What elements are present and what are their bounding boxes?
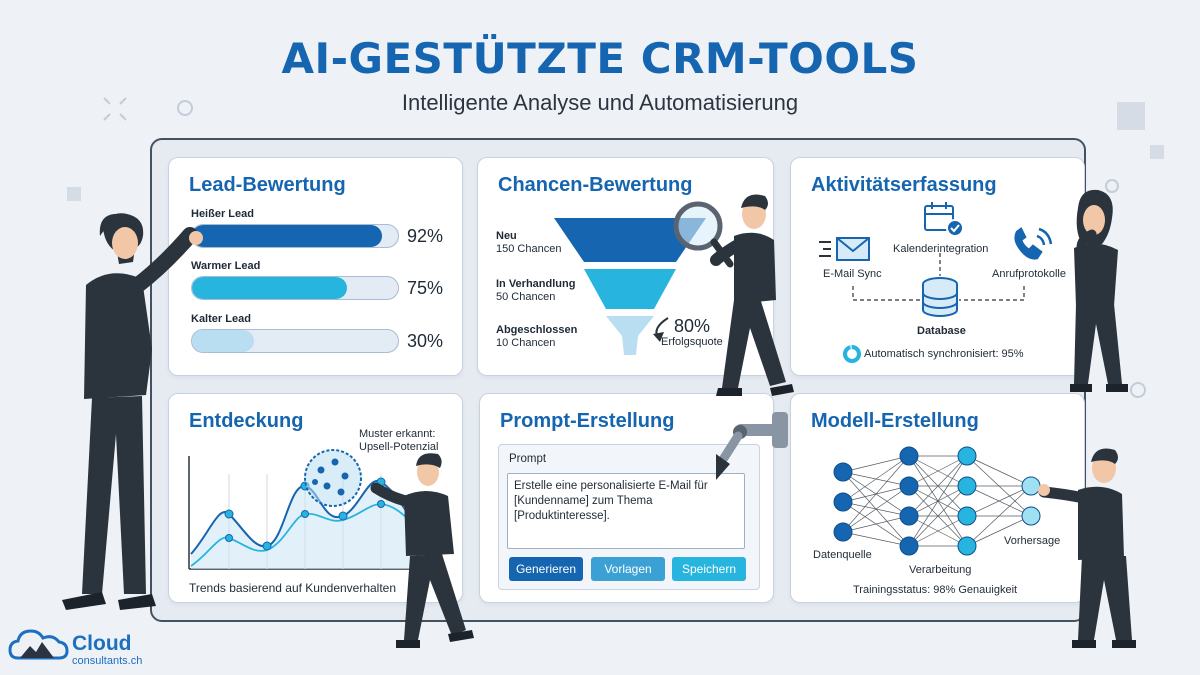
nn-edge (966, 485, 1032, 547)
prompt-input[interactable]: Erstelle eine personalisierte E-Mail für… (507, 473, 745, 549)
nn-edge (842, 455, 910, 473)
prompt-label: Prompt (509, 453, 547, 465)
database-icon (922, 277, 958, 317)
nn-edge (842, 515, 910, 533)
prompt-panel: Prompt Erstelle eine personalisierte E-M… (498, 444, 760, 590)
nn-node (957, 506, 977, 526)
phone-icon (1014, 227, 1053, 260)
stage-verhandlung-name: In Verhandlung (496, 278, 576, 290)
save-button[interactable]: Speichern (672, 557, 746, 581)
training-status: Trainingsstatus: 98% Genauigkeit (853, 584, 1018, 596)
generate-button[interactable]: Generieren (509, 557, 583, 581)
datenquelle-label: Datenquelle (813, 549, 872, 561)
lead-title: Lead-Bewertung (189, 174, 346, 196)
nn-edge (842, 485, 910, 533)
nn-edge (842, 455, 910, 533)
sync-progress-icon (843, 345, 861, 363)
lead-bar-cold-fill (192, 330, 254, 352)
card-lead-bewertung: Lead-Bewertung Heißer Lead 92% Warmer Le… (168, 157, 463, 376)
aktivitaet-title: Aktivitätserfassung (811, 174, 997, 196)
nn-node (957, 536, 977, 556)
nn-node (899, 476, 919, 496)
success-rate: 80% (674, 316, 711, 336)
stage-neu-count: 150 Chancen (496, 243, 562, 255)
entdeckung-title: Entdeckung (189, 410, 304, 432)
stage-neu-name: Neu (496, 230, 517, 242)
nn-edge (908, 455, 968, 547)
nn-edge (908, 455, 968, 517)
stage-verhandlung-count: 50 Chancen (496, 291, 556, 303)
sync-status: Automatisch synchronisiert: 95% (864, 348, 1024, 360)
nn-node (899, 536, 919, 556)
activity-diagram (819, 202, 1053, 363)
calendar-label: Kalenderintegration (893, 243, 989, 255)
verarbeitung-label: Verarbeitung (909, 564, 972, 576)
nn-node (1021, 506, 1041, 526)
lead-bar-cold (191, 329, 399, 353)
nn-edge (842, 531, 910, 547)
templates-button[interactable]: Vorlagen (591, 557, 665, 581)
sales-funnel (554, 201, 734, 355)
call-log-label: Anrufprotokolle (992, 268, 1066, 280)
stage-abgeschlossen-count: 10 Chancen (496, 337, 556, 349)
logo-name: Cloud (72, 632, 132, 655)
database-label: Database (917, 325, 966, 337)
modell-title: Modell-Erstellung (811, 410, 979, 432)
lead-value-cold: 30% (407, 331, 444, 351)
lead-label-hot: Heißer Lead (191, 208, 254, 220)
nn-edge (842, 455, 910, 503)
nn-edge (908, 455, 968, 487)
nn-edge (908, 485, 968, 547)
nn-edge (908, 515, 968, 547)
nn-node (957, 476, 977, 496)
nn-edge (966, 485, 1032, 517)
nn-node (1021, 476, 1041, 496)
card-chancen-bewertung: Chancen-Bewertung Neu 150 Chancen In Ver… (477, 157, 774, 376)
vorhersage-label: Vorhersage (1004, 535, 1061, 547)
stage-abgeschlossen-name: Abgeschlossen (496, 324, 578, 336)
pattern-label-2: Upsell-Potenzial (359, 441, 439, 453)
lead-label-cold: Kalter Lead (191, 313, 251, 325)
email-sync-label: E-Mail Sync (823, 268, 882, 280)
lead-bar-warm (191, 276, 399, 300)
page-subtitle: Intelligente Analyse und Automatisierung (401, 90, 799, 115)
card-prompt-erstellung: Prompt-Erstellung Prompt Erstelle eine p… (479, 393, 774, 603)
lead-value-hot: 92% (407, 226, 444, 246)
pattern-magnifier-icon (304, 449, 362, 507)
lead-bar-warm-fill (192, 277, 347, 299)
nn-edge (966, 455, 1032, 487)
lead-bar-hot (191, 224, 399, 248)
neural-network-diagram (833, 446, 1041, 556)
magnifier-icon (673, 201, 734, 268)
card-entdeckung: Entdeckung Muster erkannt: Upsell-Potenz… (168, 393, 463, 603)
nn-node (833, 522, 853, 542)
nn-node (833, 492, 853, 512)
success-rate-label: Erfolgsquote (661, 336, 723, 348)
cloud-logo-icon (8, 629, 69, 660)
prompt-title: Prompt-Erstellung (500, 410, 675, 432)
pattern-label-1: Muster erkannt: (359, 428, 436, 440)
logo-subtitle: consultants.ch (72, 655, 143, 667)
card-aktivitaetserfassung: Aktivitätserfassung (790, 157, 1085, 376)
chancen-title: Chancen-Bewertung (498, 174, 693, 196)
lead-bar-hot-fill (192, 225, 382, 247)
card-modell-erstellung: Modell-Erstellung Datenquelle Verarbeitu… (790, 393, 1085, 603)
calendar-icon (924, 202, 964, 237)
trend-chart (188, 449, 429, 570)
nn-edge (966, 515, 1032, 547)
lead-value-warm: 75% (407, 278, 444, 298)
nn-node (899, 506, 919, 526)
lead-label-warm: Warmer Lead (191, 260, 261, 272)
email-icon (819, 237, 870, 261)
nn-node (957, 446, 977, 466)
nn-node (899, 446, 919, 466)
page-title: AI-GESTÜTZTE CRM-TOOLS (281, 34, 919, 83)
trend-caption: Trends basierend auf Kundenverhalten (189, 581, 397, 595)
nn-node (833, 462, 853, 482)
